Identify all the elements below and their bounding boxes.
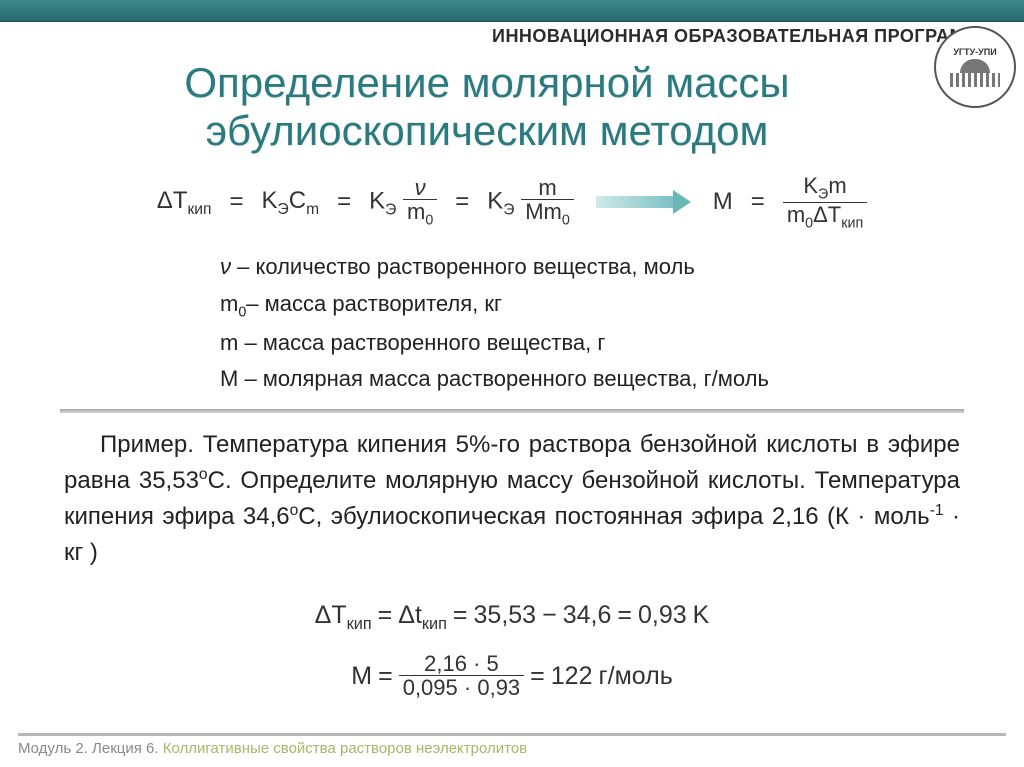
term-k-m-mm0: KЭ m Mm0	[487, 176, 574, 228]
equals-4: =	[751, 188, 765, 216]
derivation-formula: ΔTкип = KЭCm = KЭ ν m0 = KЭ m Mm0 M = KЭ…	[60, 174, 964, 232]
footer-divider	[18, 733, 1006, 736]
program-label: ИННОВАЦИОННАЯ ОБРАЗОВАТЕЛЬНАЯ ПРОГРАММА	[492, 26, 994, 47]
example-paragraph: Пример. Температура кипения 5%-го раство…	[64, 427, 960, 571]
calc-delta-t: ΔTкип = Δtкип = 35,53 − 34,6 = 0,93 K	[60, 589, 964, 642]
logo-text: УГТУ-УПИ	[951, 47, 998, 57]
frac-result: KЭm m0ΔTкип	[783, 174, 867, 232]
title-line-2: эбулиоскопическим методом	[206, 107, 769, 154]
equals-2: =	[337, 188, 351, 216]
term-k-nu-m0: KЭ ν m0	[369, 176, 437, 228]
footer-text: Модуль 2. Лекция 6. Коллигативные свойст…	[18, 740, 1006, 757]
symbol-definitions: ν – количество растворенного вещества, м…	[60, 249, 964, 397]
equals-3: =	[455, 188, 469, 216]
def-nu: ν – количество растворенного вещества, м…	[220, 249, 964, 285]
divider-bar	[60, 409, 964, 413]
footer: Модуль 2. Лекция 6. Коллигативные свойст…	[0, 727, 1024, 767]
equals-1: =	[229, 188, 243, 216]
header-row: ИННОВАЦИОННАЯ ОБРАЗОВАТЕЛЬНАЯ ПРОГРАММА	[0, 22, 1024, 47]
frac-m-mm0: m Mm0	[521, 176, 574, 228]
logo-building-icon	[950, 59, 1000, 87]
arrow-icon	[596, 193, 691, 211]
example-text: Пример. Температура кипения 5%-го раство…	[60, 427, 964, 571]
def-m0: m0– масса растворителя, кг	[220, 286, 964, 325]
term-kcm: KЭCm	[261, 187, 319, 219]
def-m: m – масса растворенного вещества, г	[220, 325, 964, 361]
example-label: Пример.	[100, 431, 194, 458]
title-line-1: Определение молярной массы	[184, 59, 789, 106]
university-logo: УГТУ-УПИ	[934, 26, 1016, 108]
def-upper-m: M – молярная масса растворенного веществ…	[220, 361, 964, 397]
page-title: Определение молярной массы эбулиоскопиче…	[0, 59, 1024, 156]
content-area: ΔTкип = KЭCm = KЭ ν m0 = KЭ m Mm0 M = KЭ…	[0, 156, 1024, 703]
result-M: M	[713, 188, 733, 216]
calc-molar-mass: M = 2,16 · 5 0,095 · 0,93 = 122 г/моль	[60, 650, 964, 703]
footer-module: Модуль 2. Лекция 6.	[18, 740, 163, 757]
top-accent-bar	[0, 0, 1024, 22]
frac-nu-m0: ν m0	[403, 176, 437, 228]
calculation-block: ΔTкип = Δtкип = 35,53 − 34,6 = 0,93 K M …	[60, 589, 964, 702]
frac-calc: 2,16 · 5 0,095 · 0,93	[399, 652, 524, 699]
delta-T: ΔTкип	[157, 187, 212, 219]
footer-topic: Коллигативные свойства растворов неэлект…	[163, 740, 527, 757]
